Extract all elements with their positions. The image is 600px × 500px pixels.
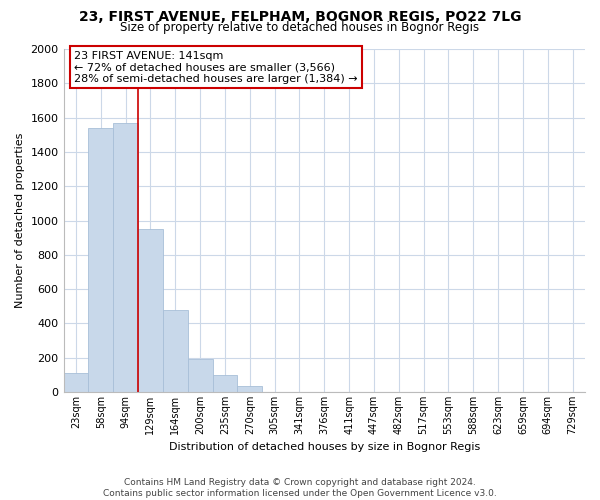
Bar [212, 375, 238, 392]
Bar [138, 229, 163, 392]
Bar [163, 310, 188, 392]
Text: Size of property relative to detached houses in Bognor Regis: Size of property relative to detached ho… [121, 21, 479, 34]
Bar [64, 373, 88, 392]
Text: Contains HM Land Registry data © Crown copyright and database right 2024.
Contai: Contains HM Land Registry data © Crown c… [103, 478, 497, 498]
Bar [113, 122, 138, 392]
Bar [238, 386, 262, 392]
Bar [88, 128, 113, 392]
Text: 23, FIRST AVENUE, FELPHAM, BOGNOR REGIS, PO22 7LG: 23, FIRST AVENUE, FELPHAM, BOGNOR REGIS,… [79, 10, 521, 24]
Text: 23 FIRST AVENUE: 141sqm
← 72% of detached houses are smaller (3,566)
28% of semi: 23 FIRST AVENUE: 141sqm ← 72% of detache… [74, 50, 358, 84]
Y-axis label: Number of detached properties: Number of detached properties [15, 133, 25, 308]
Bar [188, 360, 212, 392]
X-axis label: Distribution of detached houses by size in Bognor Regis: Distribution of detached houses by size … [169, 442, 480, 452]
